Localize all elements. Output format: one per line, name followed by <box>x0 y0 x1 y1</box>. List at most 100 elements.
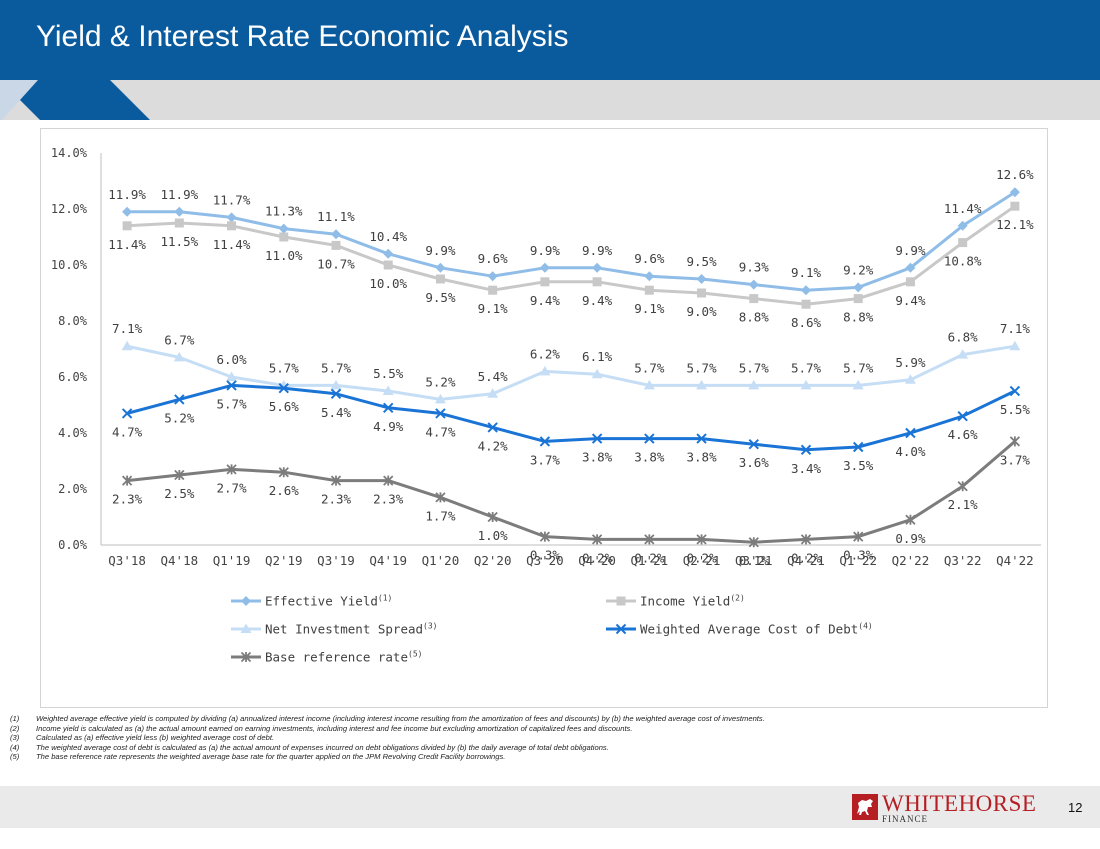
data-point <box>591 534 603 545</box>
data-label: 3.8% <box>634 450 665 465</box>
x-tick-label: Q3'21 <box>735 553 773 568</box>
footnote-text: The weighted average cost of debt is cal… <box>36 742 609 752</box>
data-label: 5.7% <box>634 360 665 375</box>
data-point <box>644 534 655 545</box>
data-point <box>853 531 864 542</box>
data-label: 9.9% <box>530 243 561 258</box>
data-label: 8.6% <box>791 315 822 330</box>
data-label: 9.4% <box>895 293 926 308</box>
data-point <box>330 388 342 400</box>
series-1 <box>122 201 1020 309</box>
data-label: 7.1% <box>1000 321 1031 336</box>
data-point <box>1009 436 1021 447</box>
data-point <box>121 340 133 351</box>
data-point <box>173 351 185 362</box>
legend-item: Net Investment Spread(3) <box>231 622 438 637</box>
x-tick-label: Q1'19 <box>213 553 251 568</box>
data-label: 3.7% <box>530 452 561 467</box>
data-label: 0.2% <box>634 550 665 565</box>
data-label: 11.4% <box>108 237 146 252</box>
data-label: 0.3% <box>530 548 561 563</box>
data-label: 9.5% <box>425 290 456 305</box>
data-point <box>435 274 445 284</box>
data-label: 0.1% <box>739 553 770 568</box>
data-label: 9.0% <box>687 304 718 319</box>
data-point <box>434 393 446 404</box>
data-label: 1.0% <box>478 528 509 543</box>
data-point <box>853 294 863 304</box>
data-point <box>435 492 446 503</box>
footnote-number: (4) <box>10 742 20 752</box>
legend-label-text: Base reference rate <box>265 650 408 665</box>
data-point <box>696 433 707 444</box>
y-tick-label: 10.0% <box>51 258 88 272</box>
data-label: 0.2% <box>687 550 718 565</box>
data-label: 9.1% <box>634 301 665 316</box>
footnote-text: Calculated as (a) effective yield less (… <box>36 733 275 742</box>
legend-item: Base reference rate(5) <box>231 650 422 665</box>
data-point <box>748 279 759 290</box>
footnotes: (1) Weighted average effective yield is c… <box>10 714 910 762</box>
data-label: 5.7% <box>687 360 718 375</box>
data-point <box>592 277 602 287</box>
y-tick-label: 2.0% <box>58 482 88 496</box>
data-label: 3.6% <box>739 455 770 470</box>
series-line <box>126 383 1016 452</box>
data-point <box>957 481 968 492</box>
data-point <box>278 382 289 394</box>
data-point <box>226 380 237 391</box>
x-tick-label: Q3'22 <box>944 553 982 568</box>
footnote-text: Weighted average effective yield is comp… <box>36 714 765 723</box>
x-tick-label: Q1'22 <box>839 553 877 568</box>
legend-label-text: Net Investment Spread <box>265 622 423 637</box>
data-point <box>800 379 812 390</box>
data-point <box>278 223 289 234</box>
data-label: 5.7% <box>791 360 822 375</box>
data-label: 8.8% <box>739 310 770 325</box>
legend-item: Income Yield(2) <box>606 594 745 609</box>
data-label: 4.2% <box>478 438 509 453</box>
series-line <box>127 204 1016 306</box>
data-label: 5.2% <box>425 374 456 389</box>
x-tick-label: Q3'20 <box>526 553 564 568</box>
series-line <box>126 344 1016 401</box>
x-tick-label: Q3'19 <box>317 553 355 568</box>
data-label: 9.9% <box>582 243 613 258</box>
series-0 <box>122 187 1020 296</box>
data-point <box>1009 187 1020 198</box>
footnote: (2) Income yield is calculated as (a) the… <box>10 724 910 734</box>
data-point <box>383 402 394 414</box>
legend-label-text: Weighted Average Cost of Debt <box>640 622 858 637</box>
data-label: 9.9% <box>895 243 926 258</box>
data-label: 5.2% <box>164 410 195 425</box>
x-tick-label: Q4'19 <box>369 553 407 568</box>
data-point <box>800 444 812 456</box>
data-label: 9.9% <box>425 243 456 258</box>
data-point <box>488 285 498 295</box>
page-number: 12 <box>1068 800 1083 815</box>
logo-wordmark: WHITEHORSE <box>882 791 1037 816</box>
x-tick-label: Q4'22 <box>996 553 1034 568</box>
data-point <box>905 277 915 287</box>
legend-label-text: Income Yield <box>640 594 730 609</box>
data-point <box>801 299 811 309</box>
data-label: 3.8% <box>687 450 718 465</box>
data-label: 9.6% <box>634 251 665 266</box>
series-4 <box>121 436 1021 548</box>
data-label: 5.7% <box>217 396 248 411</box>
data-label: 10.0% <box>369 276 407 291</box>
data-point <box>122 221 132 231</box>
data-point <box>174 469 185 481</box>
header-bar: Yield & Interest Rate Economic Analysis <box>0 0 1100 80</box>
data-label: 2.7% <box>217 480 248 495</box>
legend-label: Weighted Average Cost of Debt(4) <box>640 622 873 637</box>
data-point <box>591 433 603 444</box>
legend-item: Weighted Average Cost of Debt(4) <box>606 622 873 637</box>
data-point <box>383 248 394 259</box>
footnote-number: (5) <box>10 752 20 761</box>
data-label: 9.5% <box>687 254 718 269</box>
data-label: 0.2% <box>582 550 613 565</box>
data-point <box>331 229 341 240</box>
legend-label: Net Investment Spread(3) <box>265 622 438 637</box>
data-label: 5.7% <box>739 360 770 375</box>
